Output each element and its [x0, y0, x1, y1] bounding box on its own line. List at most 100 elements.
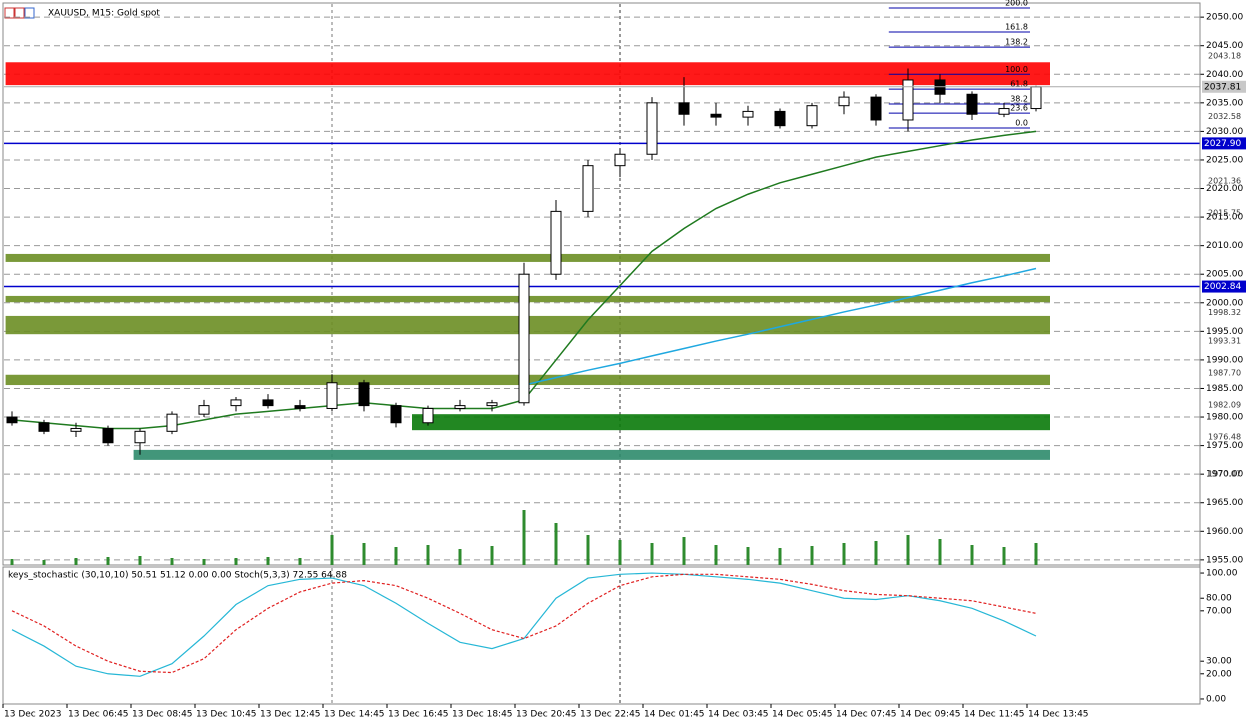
- volume-bar: [906, 535, 910, 565]
- y-tick-label: 2045.00: [1206, 41, 1243, 51]
- y-tick-label: 2015.00: [1206, 213, 1243, 223]
- candle-body: [454, 405, 466, 409]
- volume-bar: [650, 543, 654, 565]
- price-level-label: 2032.58: [1208, 112, 1241, 121]
- candle-body: [902, 79, 914, 121]
- candle-body: [198, 405, 210, 415]
- y-tick-label: 2005.00: [1206, 270, 1243, 280]
- y-tick-label: 80.00: [1206, 594, 1232, 604]
- y-tick-label: 2050.00: [1206, 13, 1243, 23]
- volume-bar: [234, 558, 238, 565]
- volume-bar: [970, 545, 974, 565]
- y-tick-label: 30.00: [1206, 657, 1232, 667]
- volume-bar: [714, 545, 718, 565]
- volume-bar: [202, 559, 206, 565]
- volume-bar: [490, 546, 494, 565]
- candle-body: [614, 153, 626, 167]
- candle-body: [742, 110, 754, 118]
- volume-bar: [874, 541, 878, 565]
- fib-label: 200.0: [1005, 0, 1028, 7]
- x-tick-label: 13 Dec 20:45: [516, 710, 577, 720]
- price-tag: [1202, 280, 1246, 293]
- x-tick-label: 13 Dec 10:45: [196, 710, 257, 720]
- price-level-label: 2021.36: [1208, 176, 1241, 185]
- candle-body: [582, 165, 594, 212]
- volume-bar: [1002, 547, 1006, 565]
- volume-bar: [810, 546, 814, 565]
- y-tick-label: 1980.00: [1206, 413, 1243, 423]
- zone: [5, 253, 1051, 262]
- price-level-label: 1993.31: [1208, 336, 1241, 345]
- candle-body: [166, 413, 178, 432]
- x-tick-label: 13 Dec 08:45: [132, 710, 193, 720]
- stochastic-line: [11, 573, 1037, 674]
- volume-bar: [426, 545, 430, 565]
- volume-bar: [298, 558, 302, 565]
- y-tick-label: 1990.00: [1206, 355, 1243, 365]
- volume-bar: [394, 547, 398, 565]
- candle-body: [966, 93, 978, 115]
- y-tick-label: 1970.00: [1206, 470, 1243, 480]
- price-level-label: 2015.75: [1208, 208, 1241, 217]
- y-tick-label: 0.00: [1206, 694, 1226, 704]
- fib-label: 0.0: [1015, 118, 1028, 127]
- candle-body: [358, 382, 370, 407]
- candle-body: [998, 108, 1010, 115]
- fib-label: 23.6: [1010, 104, 1028, 113]
- y-tick-label: 1955.00: [1206, 555, 1243, 565]
- x-tick-label: 13 Dec 18:45: [452, 710, 513, 720]
- volume-bar: [554, 523, 558, 565]
- y-tick-label: 2040.00: [1206, 70, 1243, 80]
- y-tick-label: 2025.00: [1206, 155, 1243, 165]
- fib-label: 38.2: [1010, 94, 1028, 103]
- volume-bar: [266, 557, 270, 565]
- volume-bar: [74, 558, 78, 565]
- candle-body: [710, 113, 722, 118]
- x-tick-label: 14 Dec 11:45: [964, 710, 1025, 720]
- candle-body: [230, 399, 242, 407]
- y-tick-label: 1985.00: [1206, 384, 1243, 394]
- y-tick-label: 2030.00: [1206, 127, 1243, 137]
- zone: [5, 62, 1051, 86]
- volume-bar: [842, 543, 846, 565]
- price-level-label: 1976.48: [1208, 433, 1241, 442]
- y-tick-label: 1965.00: [1206, 498, 1243, 508]
- y-tick-label: 100.00: [1206, 569, 1238, 579]
- volume-bar: [362, 543, 366, 565]
- y-tick-label: 2010.00: [1206, 241, 1243, 251]
- candle-body: [6, 416, 18, 424]
- zone: [412, 414, 1050, 431]
- x-tick-label: 13 Dec 16:45: [388, 710, 449, 720]
- volume-bar: [522, 510, 526, 565]
- volume-bar: [746, 547, 750, 565]
- y-tick-label: 2000.00: [1206, 298, 1243, 308]
- x-tick-label: 13 Dec 06:45: [68, 710, 129, 720]
- fib-label: 138.2: [1005, 38, 1028, 47]
- x-tick-label: 14 Dec 03:45: [708, 710, 769, 720]
- candle-body: [262, 399, 274, 407]
- volume-bar: [682, 537, 686, 565]
- candle-body: [1030, 86, 1042, 110]
- stochastic-line: [11, 572, 1037, 677]
- x-tick-label: 13 Dec 2023: [4, 710, 62, 720]
- candle-body: [774, 110, 786, 127]
- candle-body: [134, 430, 146, 444]
- y-tick-label: 70.00: [1206, 606, 1232, 616]
- y-tick-label: 20.00: [1206, 669, 1232, 679]
- x-tick-label: 14 Dec 07:45: [836, 710, 897, 720]
- volume-bar: [458, 549, 462, 565]
- candle-body: [326, 382, 338, 409]
- price-tag-label: 2027.90: [1204, 139, 1241, 149]
- y-tick-label: 2020.00: [1206, 184, 1243, 194]
- x-tick-label: 13 Dec 14:45: [324, 710, 385, 720]
- volume-bar: [778, 548, 782, 565]
- candle-body: [550, 210, 562, 275]
- candle-body: [422, 407, 434, 424]
- volume-bar: [106, 557, 110, 565]
- candle-body: [390, 405, 402, 424]
- y-tick-label: 2035.00: [1206, 98, 1243, 108]
- x-tick-label: 14 Dec 01:45: [644, 710, 705, 720]
- x-tick-label: 13 Dec 12:45: [260, 710, 321, 720]
- x-tick-label: 14 Dec 13:45: [1028, 710, 1089, 720]
